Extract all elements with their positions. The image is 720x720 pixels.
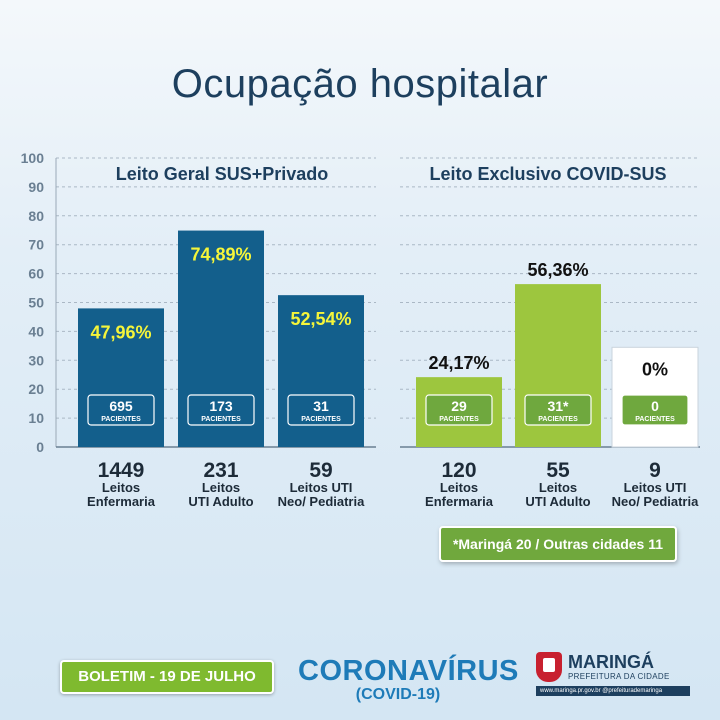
category-line1: Leitos <box>539 480 577 495</box>
patients-badge-covid-1 <box>524 394 592 426</box>
patients-count: 31 <box>313 398 329 414</box>
patients-unit: PACIENTES <box>635 416 675 423</box>
patients-count: 173 <box>209 398 233 414</box>
patients-unit: PACIENTES <box>201 416 241 423</box>
annotation-box <box>439 526 677 562</box>
category-line1: Leitos <box>202 480 240 495</box>
category-line2: UTI Adulto <box>525 494 590 509</box>
category-count: 1449 <box>98 459 145 482</box>
value-label-covid-1: 56,36% <box>527 260 588 280</box>
y-tick-label: 10 <box>28 410 44 426</box>
patients-unit: PACIENTES <box>538 416 578 423</box>
value-label-geral-1: 74,89% <box>190 245 251 265</box>
y-tick-label: 100 <box>21 150 45 166</box>
patients-badge-geral-0 <box>87 394 155 426</box>
value-label-covid-0: 24,17% <box>428 353 489 373</box>
category-line2: Neo/ Pediatria <box>612 494 699 509</box>
y-tick-label: 80 <box>28 208 44 224</box>
patients-count: 31* <box>547 398 569 414</box>
category-line1: Leitos <box>440 480 478 495</box>
city-seal-icon <box>536 652 562 682</box>
city-contact-bar: www.maringa.pr.gov.br @prefeiturademarin… <box>536 686 690 696</box>
category-line2: UTI Adulto <box>188 494 253 509</box>
panel-title-1: Leito Exclusivo COVID-SUS <box>429 164 666 184</box>
category-count: 231 <box>203 459 238 482</box>
patients-badge-geral-2 <box>287 394 355 426</box>
y-tick-label: 60 <box>28 266 44 282</box>
category-count: 55 <box>546 459 570 482</box>
patients-badge-covid-0 <box>425 394 493 426</box>
bar-geral-0 <box>78 308 164 447</box>
category-line2: Neo/ Pediatria <box>278 494 365 509</box>
category-line1: Leitos UTI <box>624 480 687 495</box>
panel-title-0: Leito Geral SUS+Privado <box>116 164 329 184</box>
y-tick-label: 30 <box>28 352 44 368</box>
y-tick-label: 50 <box>28 295 44 311</box>
coronavirus-logo: CORONAVÍRUS (COVID-19) <box>298 655 519 703</box>
patients-count: 0 <box>651 398 659 414</box>
campaign-subtitle: (COVID-19) <box>355 686 441 703</box>
value-label-covid-2: 0% <box>642 359 668 379</box>
y-tick-label: 70 <box>28 237 44 253</box>
value-label-geral-2: 52,54% <box>290 309 351 329</box>
category-count: 59 <box>309 459 332 482</box>
patients-unit: PACIENTES <box>301 416 341 423</box>
y-tick-label: 40 <box>28 323 44 339</box>
patients-count: 695 <box>109 398 133 414</box>
category-count: 120 <box>441 459 476 482</box>
category-line1: Leitos <box>102 480 140 495</box>
bar-geral-2 <box>278 295 364 447</box>
category-line2: Enfermaria <box>425 494 494 509</box>
bar-geral-1 <box>178 230 264 447</box>
category-count: 9 <box>649 459 661 482</box>
patients-badge-geral-1 <box>187 394 255 426</box>
y-tick-label: 20 <box>28 381 44 397</box>
annotation-text: *Maringá 20 / Outras cidades 11 <box>453 536 663 552</box>
patients-unit: PACIENTES <box>439 416 479 423</box>
city-name: MARINGÁ <box>568 652 654 672</box>
y-tick-label: 90 <box>28 179 44 195</box>
campaign-title: CORONAVÍRUS <box>298 655 519 687</box>
patients-count: 29 <box>451 398 467 414</box>
page-title: Ocupação hospitalar <box>171 62 549 106</box>
category-line2: Enfermaria <box>87 494 156 509</box>
patients-unit: PACIENTES <box>101 416 141 423</box>
patients-badge-covid-2 <box>621 394 689 426</box>
city-subtitle: PREFEITURA DA CIDADE <box>568 672 670 681</box>
y-tick-label: 0 <box>36 439 44 455</box>
category-line1: Leitos UTI <box>290 480 353 495</box>
value-label-geral-0: 47,96% <box>90 322 151 342</box>
bulletin-date-badge: BOLETIM - 19 DE JULHO <box>60 660 274 694</box>
city-logo: MARINGÁ PREFEITURA DA CIDADE www.maringa… <box>536 652 696 698</box>
